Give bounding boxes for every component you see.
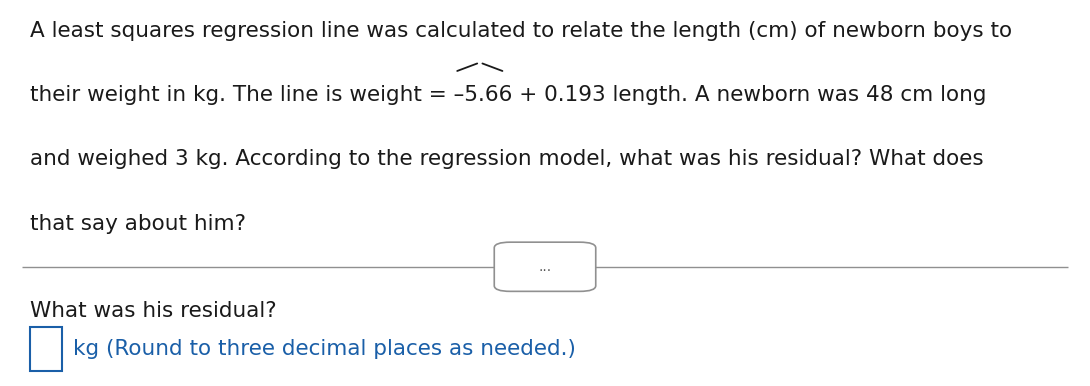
Text: that say about him?: that say about him? xyxy=(31,214,246,234)
Text: kg (Round to three decimal places as needed.): kg (Round to three decimal places as nee… xyxy=(73,339,576,359)
Text: ...: ... xyxy=(538,260,552,274)
Text: A least squares regression line was calculated to relate the length (cm) of newb: A least squares regression line was calc… xyxy=(31,21,1013,41)
Text: and weighed 3 kg. According to the regression model, what was his residual? What: and weighed 3 kg. According to the regre… xyxy=(31,149,984,169)
Text: What was his residual?: What was his residual? xyxy=(31,301,277,321)
Text: their weight in kg. The line is weight: their weight in kg. The line is weight xyxy=(31,85,422,105)
FancyBboxPatch shape xyxy=(494,242,596,291)
Text: their weight in kg. The line is weight = –5.66 + 0.193 length. A newborn was 48 : their weight in kg. The line is weight =… xyxy=(31,85,986,105)
Bar xyxy=(31,327,62,371)
Text: their weight in kg. The line is: their weight in kg. The line is xyxy=(31,85,350,105)
